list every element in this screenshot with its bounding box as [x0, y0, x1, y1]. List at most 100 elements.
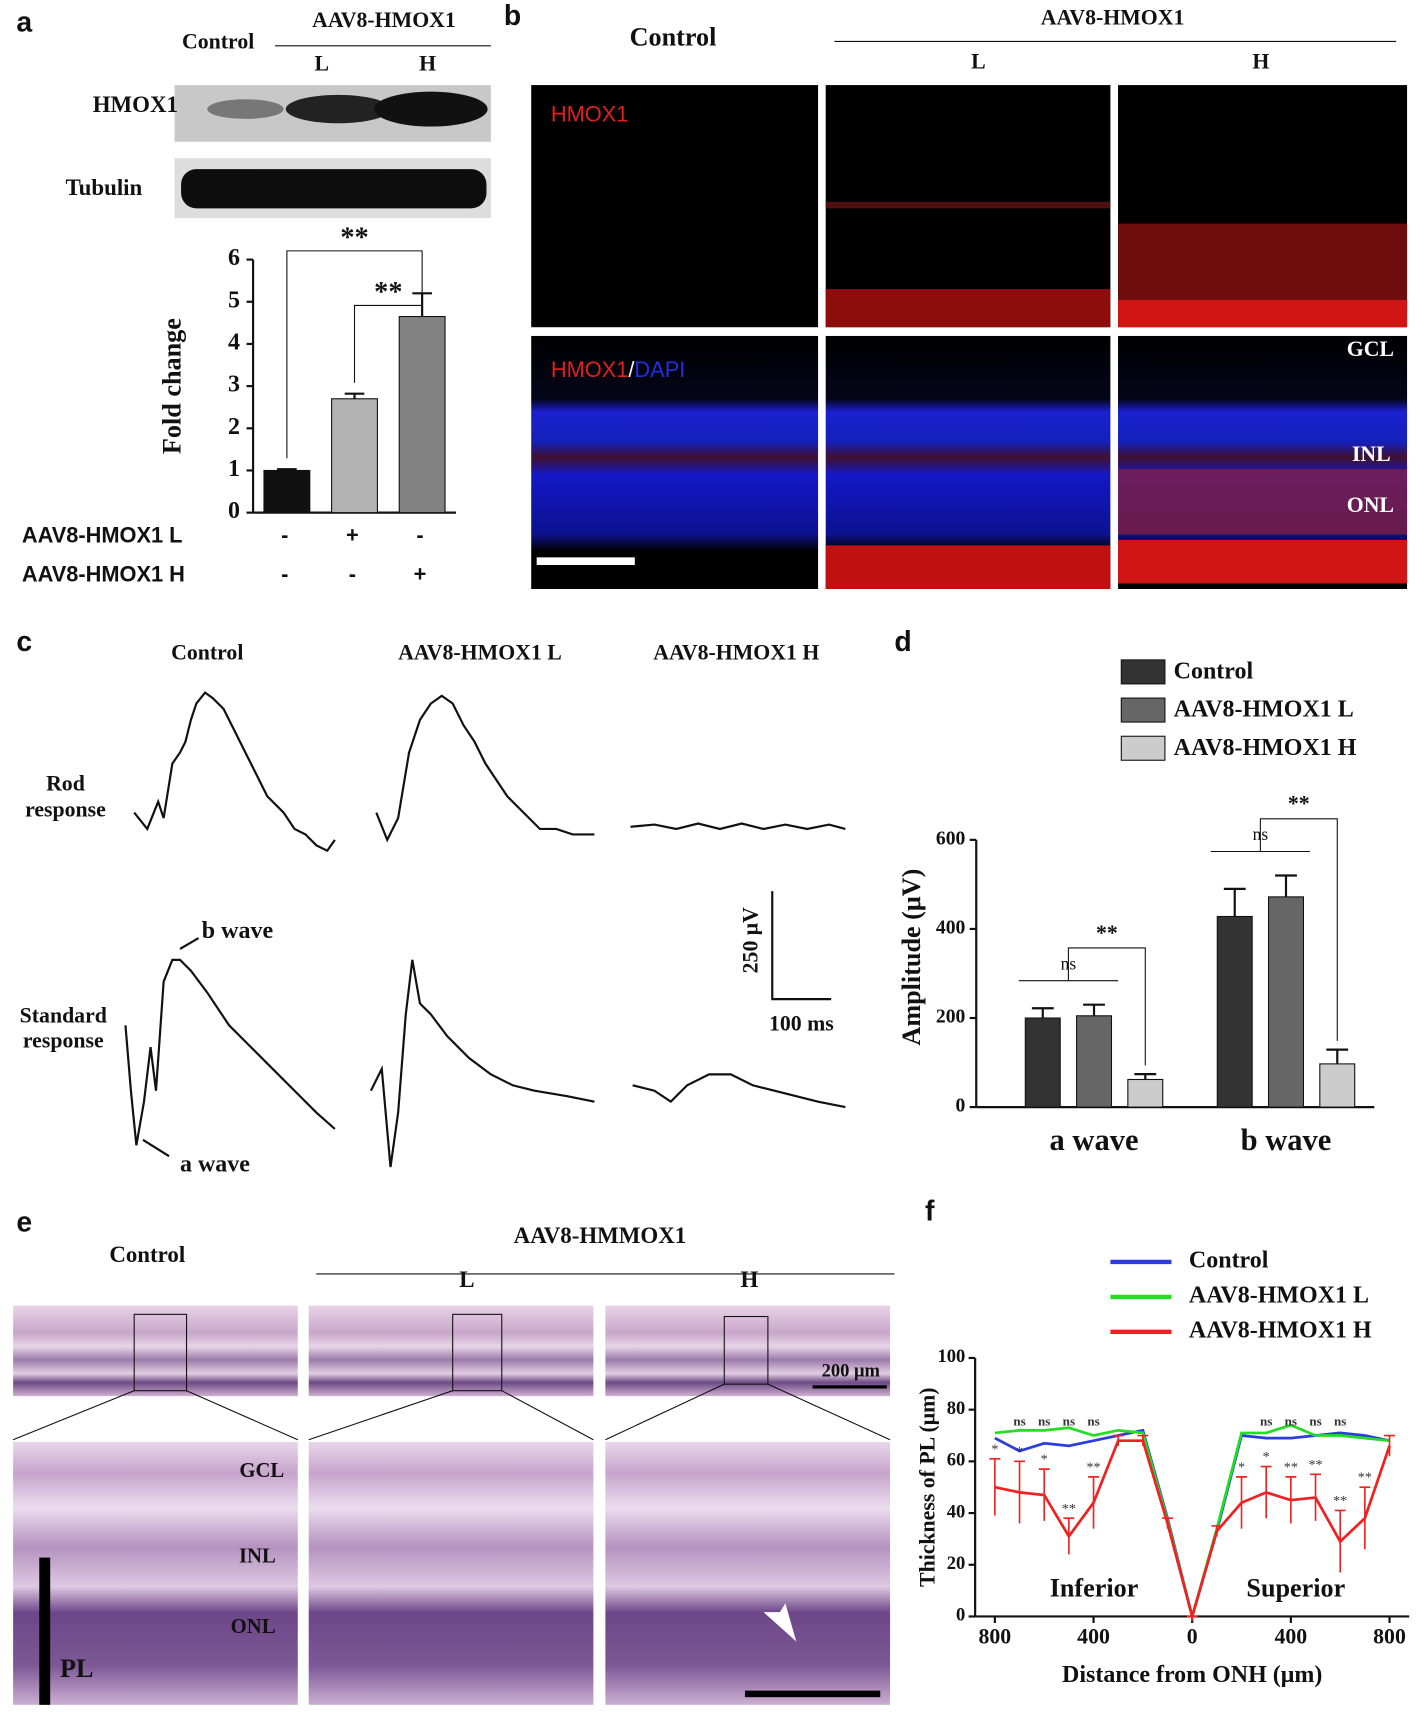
ns-label: ns — [1013, 1413, 1025, 1428]
error-bar — [1384, 1434, 1395, 1457]
x-tick-label: 800 — [1373, 1624, 1406, 1648]
scale-label: 100 ms — [769, 1011, 834, 1035]
significance-bracket — [353, 282, 423, 383]
region-label: Inferior — [1050, 1573, 1139, 1602]
header: H — [740, 1267, 758, 1292]
stain-red: HMOX1 — [551, 357, 629, 382]
bar — [1024, 1017, 1061, 1108]
histology-images — [12, 40, 1397, 1705]
table-sign: - — [281, 522, 288, 547]
y-tick-label: 4 — [228, 329, 240, 355]
scale-label: 200 μm — [822, 1360, 881, 1381]
legend-label: AAV8-HMOX1 L — [1174, 697, 1354, 723]
table-sign: - — [416, 522, 423, 547]
fluorescence-images — [531, 85, 1408, 589]
y-axis-title: Fold change — [158, 318, 187, 454]
significance-label: ** — [1308, 1457, 1322, 1473]
y-tick-label: 80 — [947, 1398, 966, 1419]
layer-label: GCL — [239, 1460, 284, 1482]
y-tick-label: 2 — [228, 414, 240, 440]
header: Control — [182, 30, 254, 54]
y-tick-label: 1 — [228, 456, 240, 482]
ns-label: ns — [1087, 1413, 1099, 1428]
layer-label: INL — [1352, 442, 1391, 466]
significance-bracket — [1067, 947, 1146, 1066]
header: L — [971, 49, 986, 73]
stain-blue: DAPI — [634, 357, 685, 382]
layer-label: GCL — [1347, 337, 1394, 361]
significance-label: * — [1263, 1449, 1270, 1465]
significance-label: ** — [1096, 921, 1118, 945]
x-tick-label: 800 — [979, 1624, 1012, 1648]
panel-label: c — [16, 626, 32, 658]
y-tick-label: 20 — [947, 1553, 966, 1574]
panel-label: b — [504, 0, 521, 32]
ns-label: ns — [1309, 1413, 1321, 1428]
x-tick-label: a wave — [1050, 1123, 1139, 1157]
error-bar — [1326, 1048, 1349, 1064]
y-tick-label: 40 — [947, 1501, 966, 1522]
legend-label: AAV8-HMOX1 H — [1189, 1317, 1372, 1343]
column-label: AAV8-HMOX1 H — [653, 640, 819, 664]
significance-label: ** — [340, 222, 368, 253]
bar — [331, 398, 378, 514]
y-tick-label: 3 — [228, 372, 240, 398]
significance-label: ** — [374, 277, 402, 308]
x-tick-label: 400 — [1077, 1624, 1110, 1648]
row-label: Tubulin — [65, 175, 142, 200]
panel-label: d — [894, 626, 911, 658]
bar — [1076, 1015, 1113, 1108]
layer-label: INL — [239, 1545, 276, 1567]
error-bar — [1134, 1073, 1157, 1080]
significance-label: ** — [1288, 792, 1310, 816]
scale-label: 250 μV — [739, 907, 763, 974]
header: AAV8-HMMOX1 — [514, 1223, 687, 1248]
table-sign: + — [414, 562, 427, 587]
y-tick-label: 6 — [228, 245, 240, 271]
bar — [1319, 1063, 1356, 1108]
y-tick-label: 60 — [947, 1450, 966, 1471]
table-sign: - — [281, 562, 288, 587]
significance-label: * — [991, 1441, 998, 1457]
row-label: HMOX1 — [93, 92, 178, 117]
y-tick-label: 0 — [228, 498, 240, 524]
y-tick-label: 5 — [228, 287, 240, 313]
significance-label: ** — [1062, 1501, 1076, 1517]
bar — [398, 315, 446, 514]
row-label: response — [23, 1029, 104, 1053]
legend-label: AAV8-HMOX1 L — [1189, 1282, 1369, 1308]
header: AAV8-HMOX1 — [312, 8, 456, 32]
legend-label: AAV8-HMOX1 H — [1174, 735, 1357, 761]
legend-label: Control — [1174, 658, 1254, 684]
significance-label: ** — [1358, 1470, 1372, 1486]
stain-label: HMOX1/DAPI — [551, 357, 685, 382]
legend-swatch — [1120, 697, 1166, 723]
column-label: AAV8-HMOX1 L — [398, 640, 562, 664]
blot-images — [174, 85, 491, 219]
stain-slash: / — [628, 357, 635, 382]
y-tick-label: 0 — [956, 1605, 965, 1626]
legend-swatch — [1120, 659, 1166, 685]
panel-label: e — [16, 1206, 32, 1238]
legend-swatch — [1120, 735, 1166, 761]
header: L — [315, 51, 330, 75]
erg-traces — [124, 691, 846, 1168]
header: L — [459, 1267, 474, 1292]
y-tick-label: 100 — [938, 1346, 966, 1367]
panel-label: a — [16, 6, 32, 38]
stain-label: HMOX1 — [551, 101, 629, 126]
ns-label: ns — [1038, 1413, 1050, 1428]
legend-label: Control — [1189, 1247, 1269, 1273]
wave-label: a wave — [180, 1151, 250, 1177]
error-bar — [1031, 1007, 1054, 1019]
header: H — [419, 51, 436, 75]
layer-label: ONL — [1347, 493, 1394, 517]
series-line — [994, 1439, 1391, 1622]
significance-bracket — [1259, 818, 1338, 1041]
pl-label: PL — [60, 1654, 93, 1683]
bar — [1268, 896, 1304, 1108]
row-label: Standard — [20, 1004, 107, 1028]
significance-label: ** — [1086, 1459, 1100, 1475]
header: Control — [630, 22, 717, 51]
ns-label: ns — [1260, 1413, 1272, 1428]
